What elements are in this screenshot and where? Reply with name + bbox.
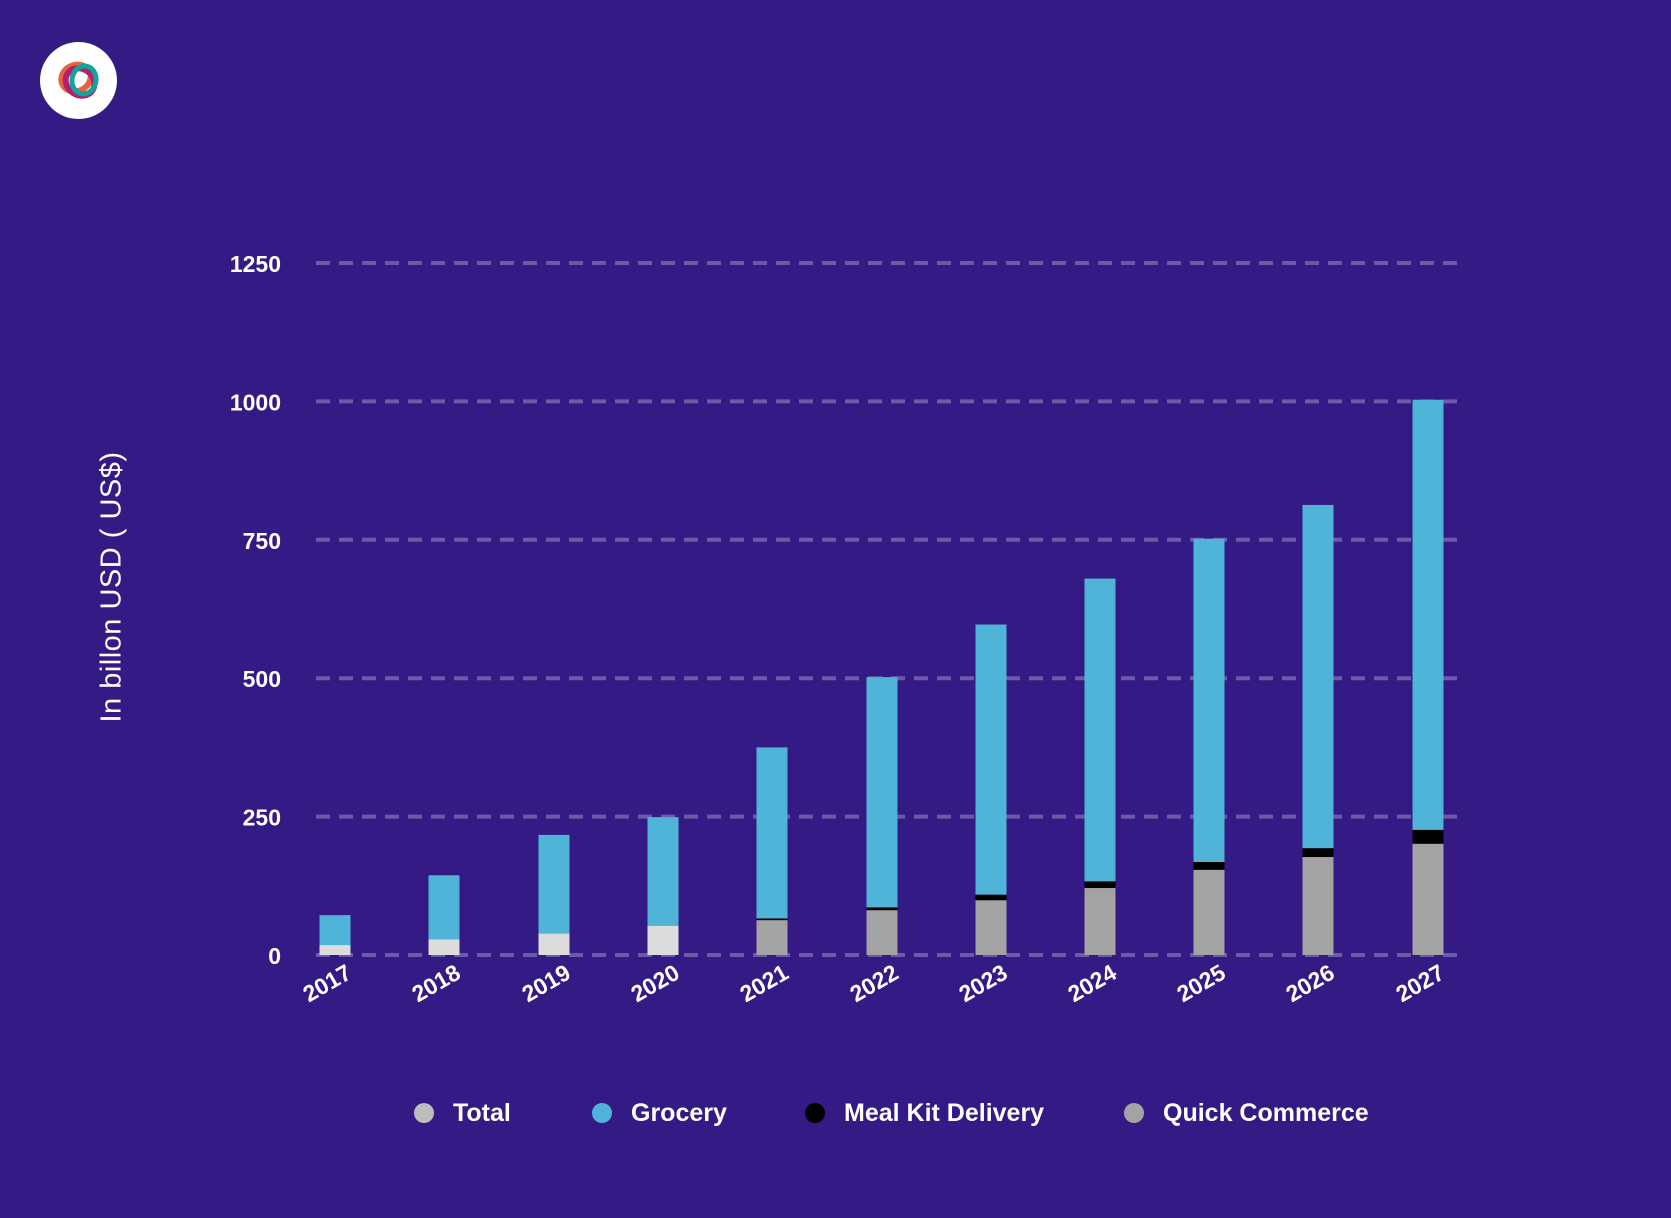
bar-segment-quick-commerce-2026 <box>1302 857 1334 955</box>
legend-item-total: Total <box>414 1093 511 1133</box>
y-tick-label: 250 <box>243 805 281 831</box>
bar-segment-meal-kit-delivery-2024 <box>1084 881 1116 889</box>
legend-item-meal-kit-delivery: Meal Kit Delivery <box>805 1093 1044 1133</box>
bar-segment-total-2017 <box>319 945 351 955</box>
bar-segment-grocery-2022 <box>866 677 898 908</box>
x-tick-label: 2018 <box>407 959 464 1007</box>
bar-segment-meal-kit-delivery-2022 <box>866 907 898 911</box>
bar-segment-quick-commerce-2024 <box>1084 888 1116 955</box>
x-tick-label: 2021 <box>735 959 792 1007</box>
legend-label-quick-commerce: Quick Commerce <box>1163 1098 1369 1127</box>
x-tick-label: 2024 <box>1063 959 1120 1007</box>
y-tick-label: 0 <box>268 943 281 969</box>
x-tick-label: 2019 <box>517 959 574 1007</box>
bar-segment-total-2019 <box>538 933 570 955</box>
y-tick-label: 1250 <box>230 251 281 277</box>
bar-segment-grocery-2025 <box>1193 538 1225 862</box>
y-tick-label: 750 <box>243 528 281 554</box>
bar-segment-quick-commerce-2022 <box>866 910 898 955</box>
legend-dot-meal-kit-delivery <box>805 1103 825 1123</box>
x-tick-label: 2027 <box>1391 959 1448 1007</box>
legend-label-meal-kit-delivery: Meal Kit Delivery <box>844 1098 1045 1127</box>
legend-item-grocery: Grocery <box>592 1093 727 1133</box>
legend-label-total: Total <box>453 1098 511 1127</box>
bar-segment-grocery-2026 <box>1302 504 1334 849</box>
bar-segment-quick-commerce-2025 <box>1193 869 1225 955</box>
x-tick-label: 2026 <box>1281 959 1338 1007</box>
y-axis-label: In billon USD ( US$) <box>95 451 128 723</box>
bar-segment-meal-kit-delivery-2023 <box>975 894 1007 901</box>
bar-segment-quick-commerce-2021 <box>756 920 788 955</box>
x-tick-label: 2020 <box>626 959 683 1007</box>
legend-dot-quick-commerce <box>1124 1103 1144 1123</box>
bar-segment-grocery-2023 <box>975 624 1007 895</box>
legend-item-quick-commerce: Quick Commerce <box>1124 1093 1369 1133</box>
bar-segment-total-2020 <box>647 925 679 955</box>
bar-segment-total-2018 <box>428 939 460 955</box>
x-tick-label: 2025 <box>1172 959 1229 1007</box>
legend-dot-total <box>414 1103 434 1123</box>
legend-dot-grocery <box>592 1103 612 1123</box>
bars <box>319 399 1444 955</box>
y-tick-label: 1000 <box>230 389 281 415</box>
bar-segment-grocery-2021 <box>756 747 788 919</box>
bar-segment-meal-kit-delivery-2027 <box>1412 829 1444 844</box>
x-tick-label: 2023 <box>954 959 1011 1007</box>
bar-segment-meal-kit-delivery-2021 <box>756 918 788 921</box>
bar-segment-grocery-2027 <box>1412 399 1444 830</box>
bar-segment-grocery-2024 <box>1084 578 1116 882</box>
x-tick-label: 2017 <box>298 959 355 1007</box>
bar-segment-grocery-2020 <box>647 817 679 926</box>
bar-segment-grocery-2019 <box>538 834 570 934</box>
x-axis-ticks: 2017 2018 2019 2020 2021 2022 2023 2024 2025 2026… <box>298 959 1448 1007</box>
bar-segment-meal-kit-delivery-2025 <box>1193 861 1225 870</box>
legend-label-grocery: Grocery <box>631 1098 727 1127</box>
bar-segment-quick-commerce-2023 <box>975 900 1007 955</box>
bar-segment-grocery-2017 <box>319 915 351 946</box>
brand-logo <box>40 42 117 119</box>
grid-lines <box>316 261 1458 957</box>
y-tick-label: 500 <box>243 666 281 692</box>
bar-segment-meal-kit-delivery-2026 <box>1302 848 1334 858</box>
x-tick-label: 2022 <box>845 959 902 1007</box>
chart-legend: Total Grocery Meal Kit Delivery Quick Co… <box>0 1093 1671 1133</box>
y-axis-ticks: 0 250 500 750 1000 1250 <box>230 251 281 969</box>
bar-segment-grocery-2018 <box>428 875 460 940</box>
brand-logo-icon <box>58 61 99 99</box>
bar-segment-quick-commerce-2027 <box>1412 843 1444 955</box>
